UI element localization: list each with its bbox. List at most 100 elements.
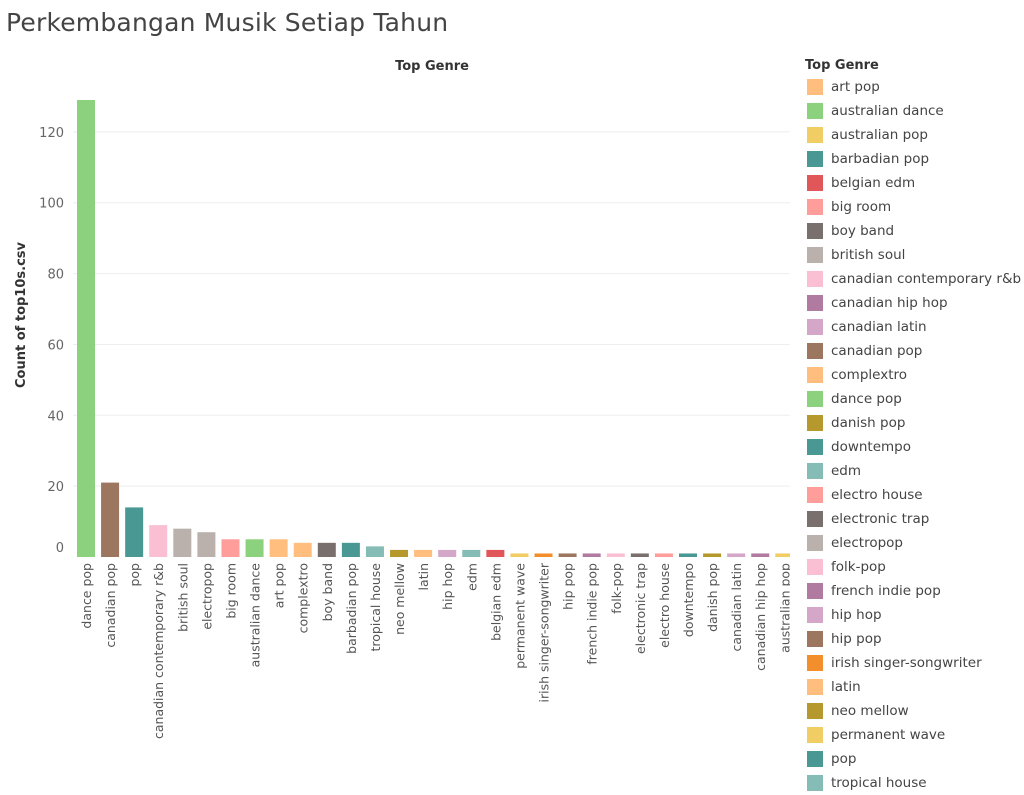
legend-item[interactable]: neo mellow — [805, 699, 1024, 723]
legend-swatch — [807, 583, 823, 599]
bar-danish-pop[interactable] — [703, 553, 722, 557]
legend-label: tropical house — [831, 775, 927, 791]
legend-item[interactable]: complextro — [805, 363, 1024, 387]
bar-barbadian-pop[interactable] — [341, 542, 360, 557]
legend-swatch — [807, 247, 823, 263]
x-tick-label: irish singer-songwriter — [537, 562, 552, 702]
bar-australian-dance[interactable] — [245, 539, 264, 557]
legend-label: hip pop — [831, 631, 882, 647]
legend-item[interactable]: electronic trap — [805, 507, 1024, 531]
bar-art-pop[interactable] — [269, 539, 288, 557]
bar-downtempo[interactable] — [679, 553, 697, 557]
legend-swatch — [807, 103, 823, 119]
legend-item[interactable]: danish pop — [805, 411, 1024, 435]
legend-label: dance pop — [831, 391, 902, 407]
chart-title: Top Genre — [395, 59, 469, 74]
legend-item[interactable]: british soul — [805, 243, 1024, 267]
bar-boy-band[interactable] — [317, 542, 336, 557]
x-tick-label: hip hop — [440, 563, 455, 610]
bar-belgian-edm[interactable] — [486, 549, 505, 557]
y-tick-label: 100 — [39, 197, 64, 212]
legend-item[interactable]: belgian edm — [805, 171, 1024, 195]
legend-item[interactable]: folk-pop — [805, 555, 1024, 579]
legend-swatch — [807, 679, 823, 695]
bar-folk-pop[interactable] — [606, 553, 625, 557]
bar-australian-pop[interactable] — [775, 553, 790, 557]
page-title: Perkembangan Musik Setiap Tahun — [6, 8, 449, 37]
legend-label: barbadian pop — [831, 151, 930, 167]
legend-label: electro house — [831, 487, 923, 503]
bar-canadian-latin[interactable] — [727, 553, 746, 557]
legend-item[interactable]: barbadian pop — [805, 147, 1024, 171]
legend-label: downtempo — [831, 439, 912, 455]
legend-swatch — [807, 271, 823, 287]
bars — [77, 100, 790, 557]
y-tick-label: 120 — [39, 126, 64, 141]
bar-french-indie-pop[interactable] — [582, 553, 601, 557]
legend-swatch — [807, 199, 823, 215]
legend-label: belgian edm — [831, 175, 916, 191]
legend-swatch — [807, 151, 823, 167]
legend-item[interactable]: canadian latin — [805, 315, 1024, 339]
bar-tropical-house[interactable] — [365, 546, 384, 557]
legend-item[interactable]: electro house — [805, 483, 1024, 507]
legend-item[interactable]: hip pop — [805, 627, 1024, 651]
legend-item[interactable]: hip hop — [805, 603, 1024, 627]
bar-permanent-wave[interactable] — [510, 553, 529, 557]
legend-item[interactable]: downtempo — [805, 435, 1024, 459]
x-tick-label: british soul — [175, 563, 190, 632]
legend: Top Genre art pop australian dance austral… — [805, 57, 1024, 795]
legend-swatch — [807, 487, 823, 503]
x-tick-label: canadian contemporary r&b — [151, 563, 166, 739]
legend-label: french indie pop — [831, 583, 941, 599]
bar-hip-pop[interactable] — [558, 553, 577, 557]
bar-electropop[interactable] — [197, 532, 216, 557]
bar-canadian-contemporary-r-b[interactable] — [149, 525, 168, 557]
bar-latin[interactable] — [414, 549, 433, 557]
x-tick-label: canadian hip hop — [753, 563, 768, 671]
bar-dance-pop[interactable] — [77, 100, 95, 557]
legend-item[interactable]: edm — [805, 459, 1024, 483]
legend-swatch — [807, 751, 823, 767]
bar-chart: Top Genre Count of top10s.csv 0 20 40 60 80 1… — [14, 59, 790, 739]
bar-electro-house[interactable] — [654, 553, 673, 557]
legend-item[interactable]: big room — [805, 195, 1024, 219]
bar-edm[interactable] — [462, 549, 481, 557]
y-tick-label: 80 — [47, 268, 64, 283]
bar-canadian-hip-hop[interactable] — [751, 553, 770, 557]
legend-item[interactable]: dance pop — [805, 387, 1024, 411]
legend-item[interactable]: canadian pop — [805, 339, 1024, 363]
legend-item[interactable]: electropop — [805, 531, 1024, 555]
legend-item[interactable]: pop — [805, 747, 1024, 771]
legend-item[interactable]: canadian hip hop — [805, 291, 1024, 315]
legend-item[interactable]: french indie pop — [805, 579, 1024, 603]
legend-swatch — [807, 463, 823, 479]
bar-hip-hop[interactable] — [438, 549, 457, 557]
legend-item[interactable]: irish singer-songwriter — [805, 651, 1024, 675]
legend-item[interactable]: tropical house — [805, 771, 1024, 795]
bar-electronic-trap[interactable] — [630, 553, 649, 557]
legend-swatch — [807, 175, 823, 191]
bar-big-room[interactable] — [221, 539, 240, 557]
legend-item[interactable]: australian pop — [805, 123, 1024, 147]
legend-item[interactable]: latin — [805, 675, 1024, 699]
bar-complextro[interactable] — [293, 542, 312, 557]
bar-irish-singer-songwriter[interactable] — [534, 553, 553, 557]
legend-label: pop — [831, 751, 857, 767]
bar-neo-mellow[interactable] — [390, 549, 409, 557]
x-tick-label: latin — [416, 563, 431, 590]
legend-item[interactable]: canadian contemporary r&b — [805, 267, 1024, 291]
legend-swatch — [807, 727, 823, 743]
bar-british-soul[interactable] — [173, 528, 192, 557]
x-tick-label: barbadian pop — [344, 563, 359, 654]
legend-item[interactable]: boy band — [805, 219, 1024, 243]
bar-pop[interactable] — [125, 507, 144, 557]
x-tick-label: australian pop — [777, 563, 790, 653]
legend-item[interactable]: permanent wave — [805, 723, 1024, 747]
legend-item[interactable]: art pop — [805, 75, 1024, 99]
legend-item[interactable]: australian dance — [805, 99, 1024, 123]
legend-label: australian pop — [831, 127, 928, 143]
legend-label: danish pop — [831, 415, 906, 431]
legend-label: hip hop — [831, 607, 882, 623]
bar-canadian-pop[interactable] — [101, 482, 120, 557]
